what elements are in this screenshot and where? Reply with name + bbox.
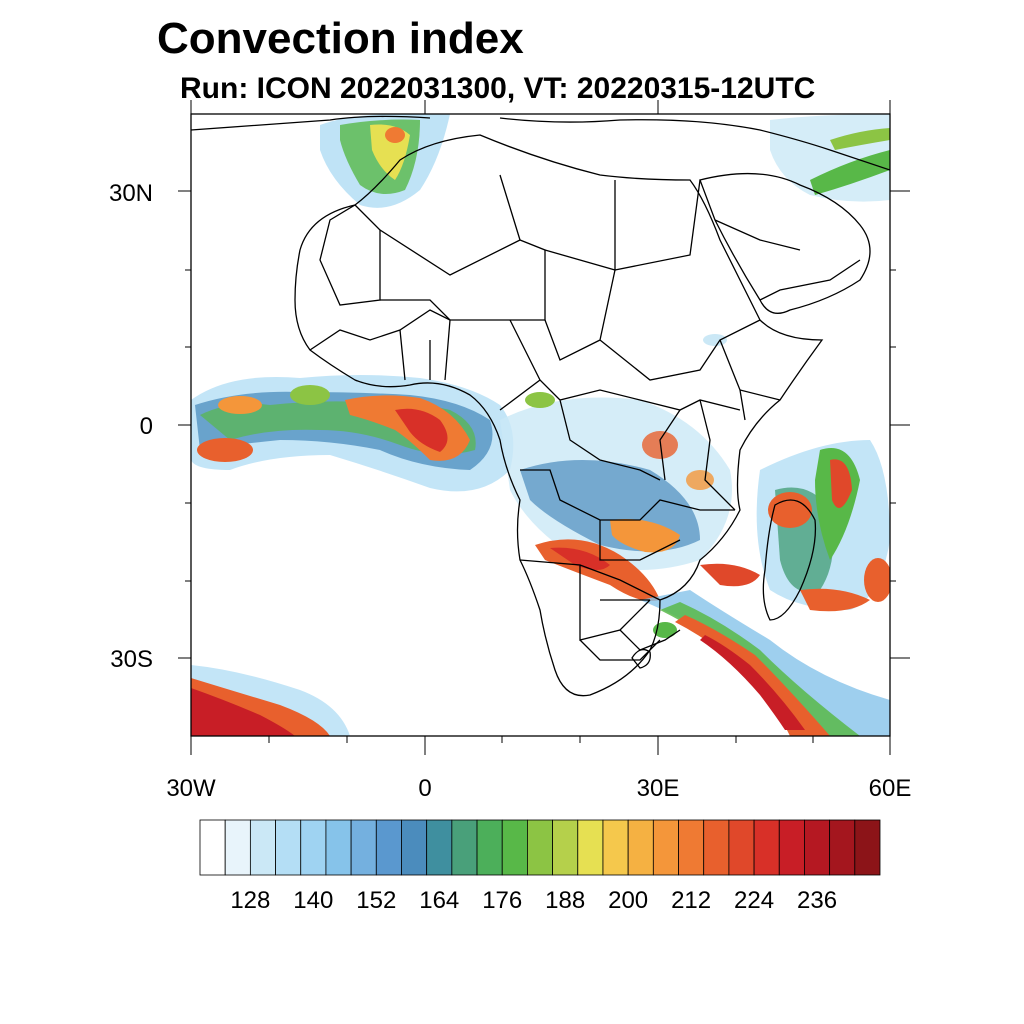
field-madagascar-core: [768, 492, 812, 528]
map-subtitle: Run: ICON 2022031300, VT: 20220315-12UTC: [180, 72, 816, 105]
field-west-cell: [197, 438, 253, 462]
arabia-coastline: [699, 172, 871, 314]
colorbar-swatch: [224, 819, 251, 876]
colorbar-swatch: [728, 819, 755, 876]
colorbar-swatch: [476, 819, 503, 876]
field-east-band-core: [830, 459, 852, 508]
border-sahara-1: [319, 204, 381, 306]
colorbar-swatch: [854, 819, 881, 876]
border-sudan: [544, 269, 761, 381]
colorbar-label: 188: [545, 887, 586, 914]
border-arabia: [714, 219, 861, 301]
border-south-africa: [579, 639, 661, 661]
border-central: [499, 319, 741, 481]
coastlines-borders: [191, 115, 890, 697]
colorbar-label: 140: [293, 887, 334, 914]
colorbar-label: 152: [356, 887, 397, 914]
border-sahara-3: [499, 174, 701, 271]
lon-label-60e: 60E: [868, 775, 912, 802]
border-east: [659, 399, 736, 511]
colorbar-swatch: [300, 819, 327, 876]
colorbar-swatch: [401, 819, 428, 876]
colorbar-swatch: [527, 819, 553, 876]
field-arabia-band: [810, 150, 890, 195]
colorbar-swatch: [627, 819, 654, 876]
colorbar-swatch: [501, 819, 528, 876]
colorbar-swatch: [375, 819, 402, 876]
field-se-cell: [800, 588, 870, 612]
field-mid-cell: [290, 385, 330, 405]
europe-coast: [191, 115, 890, 171]
lat-label-0: 0: [139, 413, 153, 440]
colorbar-swatch: [577, 819, 604, 876]
colorbar-swatch: [778, 819, 805, 876]
colorbar-swatch: [426, 819, 453, 876]
colorbar-label: 164: [419, 887, 460, 914]
colorbar-swatch: [451, 819, 478, 876]
lon-label-30e: 30E: [636, 775, 680, 802]
colorbar-swatch: [199, 819, 226, 876]
colorbar: [199, 819, 881, 876]
colorbar-swatch: [652, 819, 679, 876]
colorbar-swatch: [753, 819, 780, 876]
map-title: Convection index: [157, 14, 524, 63]
field-mozambique: [700, 563, 760, 587]
lat-label-30n: 30N: [108, 180, 153, 207]
field-angola-hot: [550, 547, 610, 570]
colorbar-label: 200: [608, 887, 649, 914]
border-sahara-2: [379, 229, 546, 321]
field-gulf-guinea-hot: [395, 408, 448, 452]
colorbar-swatch: [275, 819, 302, 876]
madagascar-coastline: [762, 499, 817, 621]
field-sw-hot: [191, 688, 295, 736]
border-horn: [719, 339, 781, 421]
field-zambia: [610, 519, 680, 553]
colorbar-swatch: [602, 819, 629, 876]
field-cell-cameroon: [525, 392, 555, 408]
colorbar-swatch: [552, 819, 579, 876]
field-cell-botswana: [653, 622, 677, 638]
africa-coastline: [294, 134, 824, 697]
lat-label-30s: 30S: [110, 646, 153, 673]
colorbar-swatch: [829, 819, 856, 876]
field-far-east-cell: [864, 558, 890, 602]
field-nw-hot: [385, 127, 405, 143]
field-south-band-hot: [700, 635, 805, 730]
lon-ticks: [190, 100, 891, 755]
lat-ticks: [178, 190, 910, 659]
colorbar-label: 236: [797, 887, 838, 914]
colorbar-label: 176: [482, 887, 523, 914]
border-congo: [520, 469, 735, 561]
lon-label-30w: 30W: [166, 775, 216, 802]
field-west-cell-2: [218, 396, 262, 414]
colorbar-swatch: [703, 819, 730, 876]
field-cell-tanzania: [686, 470, 714, 490]
colorbar-label: 128: [230, 887, 271, 914]
colorbar-swatch: [350, 819, 377, 876]
border-west-africa: [309, 309, 451, 381]
lon-label-0: 0: [418, 775, 432, 802]
convection-field: [191, 114, 890, 736]
field-arabia-band-2: [830, 128, 890, 150]
field-cell-ethiopia: [703, 334, 727, 346]
colorbar-swatch: [249, 819, 276, 876]
border-lesotho: [631, 648, 651, 669]
colorbar-swatch: [325, 819, 352, 876]
colorbar-label: 224: [734, 887, 775, 914]
colorbar-swatch: [678, 819, 705, 876]
colorbar-label: 212: [671, 887, 712, 914]
colorbar-swatch: [804, 819, 831, 876]
